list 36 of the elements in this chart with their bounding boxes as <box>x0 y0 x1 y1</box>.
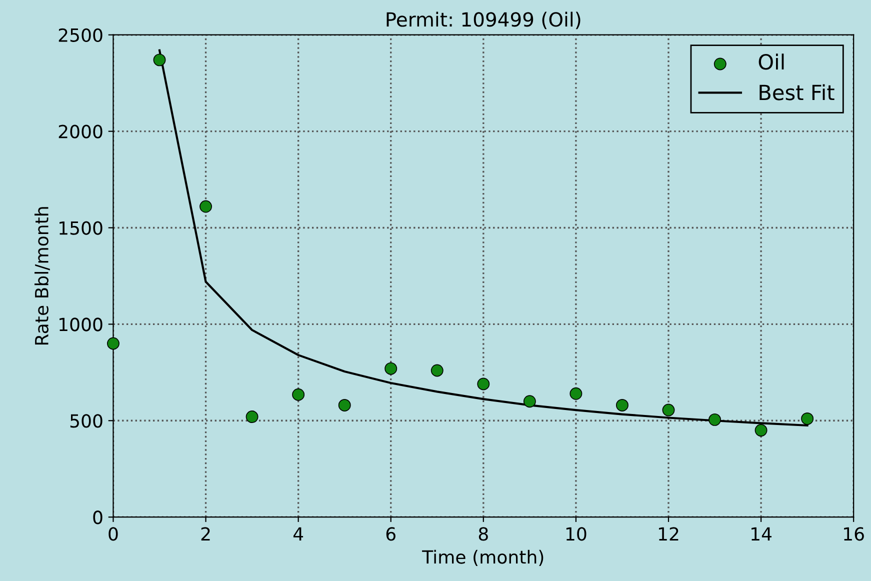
point <box>708 413 721 426</box>
y-tick-label: 2500 <box>58 28 102 42</box>
point <box>107 337 120 350</box>
point <box>200 200 212 213</box>
chart-title: Permit: 109499 (Oil) <box>386 12 580 30</box>
x-tick-label: 10 <box>566 527 586 541</box>
y-tick-label: 1500 <box>60 221 102 235</box>
x-tick-label: 0 <box>108 527 118 541</box>
point <box>338 398 351 412</box>
point <box>570 387 582 400</box>
point <box>801 412 814 425</box>
point <box>662 404 675 416</box>
x-tick-label: 12 <box>658 527 678 541</box>
x-tick-label: 14 <box>752 527 772 541</box>
x-tick-label: 2 <box>201 527 210 541</box>
x-tick-label: 16 <box>844 527 864 541</box>
x-tick-label: 6 <box>386 527 396 541</box>
point <box>477 378 490 390</box>
x-tick-label: 8 <box>478 527 488 541</box>
x-axis-title: Time (month) <box>422 550 544 566</box>
y-axis-title: Rate Bbl/month <box>34 207 50 345</box>
point <box>153 54 166 66</box>
point <box>523 395 536 408</box>
x-tick-label: 4 <box>293 527 304 541</box>
point <box>384 362 398 375</box>
point <box>292 388 305 401</box>
y-tick-label: 500 <box>70 414 102 428</box>
y-tick-label: 2000 <box>58 124 102 138</box>
legend-label: Oil <box>758 54 784 70</box>
point <box>246 410 258 424</box>
y-tick-label: 1000 <box>60 318 102 332</box>
point <box>616 398 628 412</box>
legend-label: Best Fit <box>760 84 834 100</box>
point <box>754 424 768 437</box>
y-tick-label: 0 <box>93 510 102 524</box>
point <box>430 364 444 377</box>
